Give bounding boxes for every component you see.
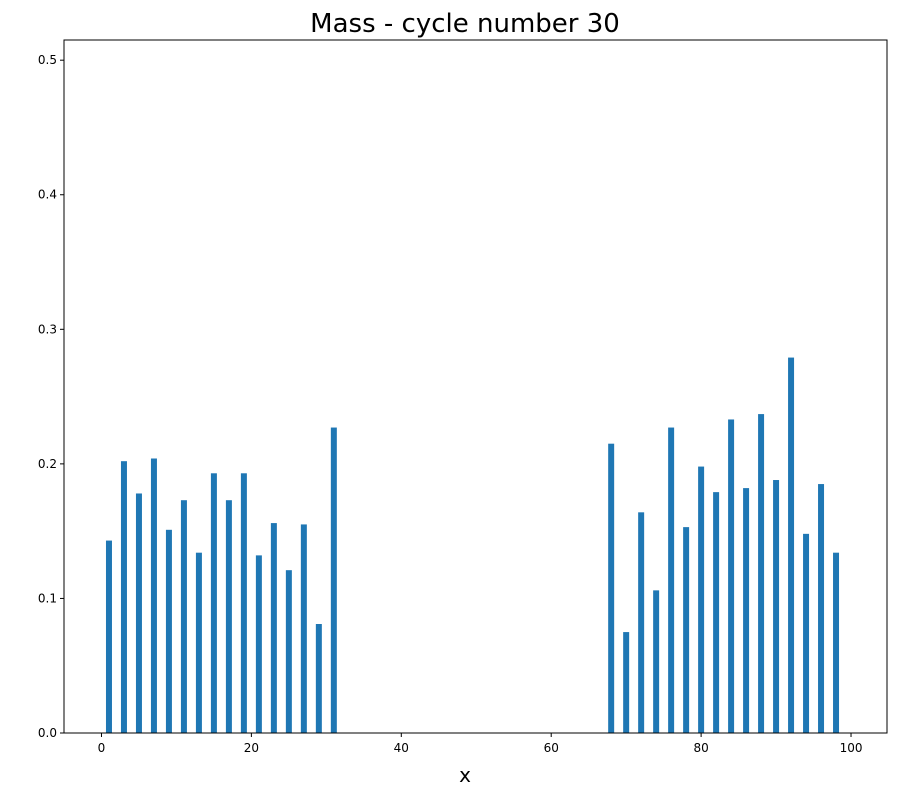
bar-x-96: [818, 484, 825, 733]
bar-x-11: [180, 500, 187, 733]
bar-x-70: [623, 632, 630, 733]
bar-x-94: [803, 533, 810, 733]
bar-x-5: [135, 493, 142, 733]
x-tick-label: 40: [394, 741, 409, 755]
x-tick-label: 20: [244, 741, 259, 755]
bar-x-82: [713, 492, 720, 733]
y-tick-label: 0.4: [38, 188, 57, 202]
bar-x-98: [833, 552, 840, 733]
bar-x-19: [240, 473, 247, 733]
y-tick-label: 0.5: [38, 53, 57, 67]
bar-x-80: [698, 466, 705, 733]
x-axis: 0 20 40 60 80 100: [98, 733, 863, 755]
y-axis: 0.0 0.1 0.2 0.3 0.4 0.5: [38, 53, 64, 740]
bar-x-86: [743, 488, 750, 733]
bar-x-3: [120, 461, 127, 733]
y-tick-label: 0.0: [38, 726, 57, 740]
bar-x-1: [105, 540, 112, 733]
bar-x-31: [330, 427, 337, 733]
bar-x-15: [210, 473, 217, 733]
bar-x-7: [150, 458, 157, 733]
bar-x-17: [225, 500, 232, 733]
bar-x-74: [653, 590, 660, 733]
x-tick-label: 80: [693, 741, 708, 755]
y-tick-label: 0.1: [38, 591, 57, 605]
x-axis-title: x: [459, 763, 471, 787]
bar-x-68: [608, 443, 615, 733]
bar-x-78: [683, 527, 690, 733]
x-tick-label: 0: [98, 741, 106, 755]
bar-x-90: [773, 480, 780, 733]
bar-x-25: [285, 570, 292, 733]
bar-x-29: [315, 624, 322, 733]
bar-x-88: [758, 414, 765, 733]
bar-x-72: [638, 512, 645, 733]
bar-x-92: [788, 357, 795, 733]
bar-x-76: [668, 427, 675, 733]
bar-x-27: [300, 524, 307, 733]
plot-frame: [63, 39, 888, 734]
bar-x-84: [728, 419, 735, 733]
bar-x-9: [165, 529, 172, 733]
x-tick-label: 100: [840, 741, 863, 755]
bar-x-21: [255, 555, 262, 733]
bar-x-13: [195, 552, 202, 733]
chart-title: Mass - cycle number 30: [310, 9, 620, 39]
x-tick-label: 60: [544, 741, 559, 755]
bar-x-23: [270, 523, 277, 733]
y-tick-label: 0.2: [38, 457, 57, 471]
bars-group: [105, 357, 840, 733]
y-tick-label: 0.3: [38, 322, 57, 336]
